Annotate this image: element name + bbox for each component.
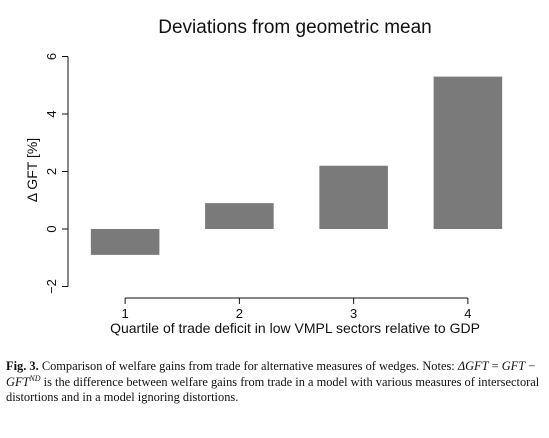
- x-tick-label: 3: [350, 306, 357, 321]
- caption-notes-label: Notes:: [422, 359, 455, 373]
- caption-title: Comparison of welfare gains from trade f…: [41, 359, 420, 373]
- bar-chart: Deviations from geometric mean −2 0 2 4 6 1 2 3…: [24, 17, 503, 336]
- caption-notes-text: is the difference between welfare gains …: [6, 374, 540, 405]
- bar: [205, 203, 274, 229]
- plot-area: −2 0 2 4 6 1 2 3 4: [44, 53, 503, 321]
- bar: [433, 76, 503, 229]
- chart-title: Deviations from geometric mean: [158, 17, 432, 38]
- x-tick-label: 4: [464, 306, 471, 321]
- bar: [90, 229, 160, 255]
- y-tick-label: 2: [44, 168, 59, 175]
- caption-delta-gft: ΔGFT: [457, 359, 489, 373]
- caption-gft: GFT: [501, 359, 526, 373]
- bar: [319, 165, 388, 229]
- caption-nd-superscript: ND: [29, 373, 41, 383]
- x-axis-label: Quartile of trade deficit in low VMPL se…: [110, 320, 480, 336]
- x-tick-label: 2: [236, 306, 243, 321]
- y-tick-label: −2: [44, 279, 59, 294]
- y-tick-label: 0: [44, 225, 59, 232]
- y-axis-label: Δ GFT [%]: [24, 138, 40, 202]
- caption-minus: −: [528, 359, 536, 373]
- figure-caption: Fig. 3. Comparison of welfare gains from…: [6, 359, 542, 406]
- x-tick-label: 1: [122, 306, 129, 321]
- caption-gft-nd: GFT: [6, 374, 30, 389]
- y-tick-label: 4: [44, 110, 59, 117]
- caption-label: Fig. 3.: [6, 359, 39, 373]
- caption-equals: =: [491, 359, 499, 373]
- y-tick-label: 6: [44, 53, 59, 60]
